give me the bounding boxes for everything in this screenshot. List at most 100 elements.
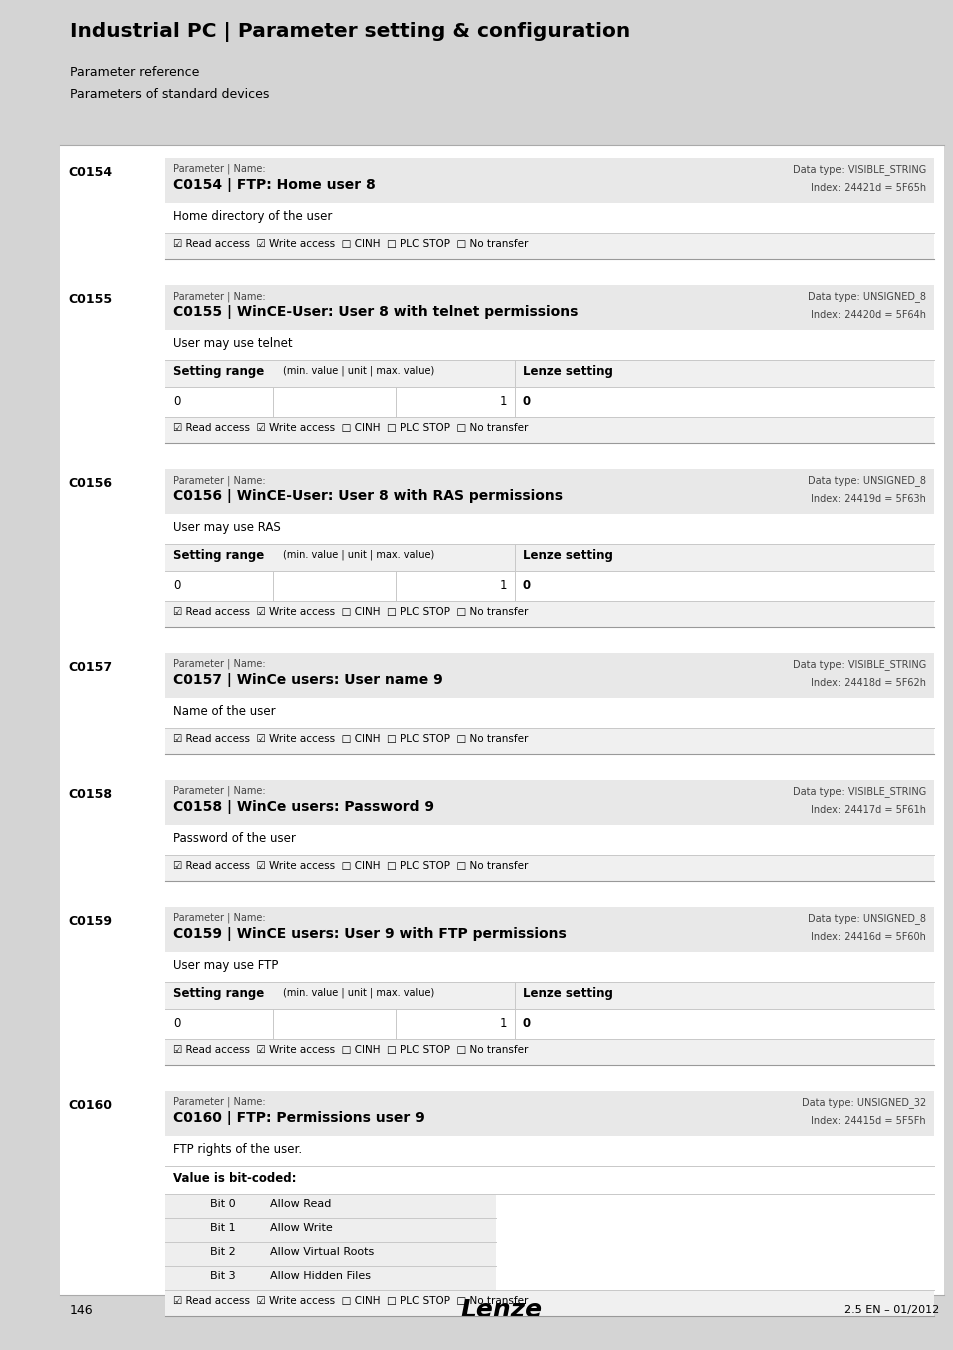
- Text: Lenze: Lenze: [460, 1297, 542, 1322]
- Bar: [165, 202, 933, 234]
- Bar: [165, 1193, 496, 1218]
- Text: ☑ Read access  ☑ Write access  □ CINH  □ PLC STOP  □ No transfer: ☑ Read access ☑ Write access □ CINH □ PL…: [172, 423, 528, 433]
- Text: Data type: UNSIGNED_8: Data type: UNSIGNED_8: [807, 292, 925, 302]
- Text: Data type: UNSIGNED_8: Data type: UNSIGNED_8: [807, 475, 925, 486]
- Text: 1: 1: [498, 1017, 506, 1030]
- Text: Parameter | Name:: Parameter | Name:: [172, 659, 265, 670]
- Text: Parameter | Name:: Parameter | Name:: [172, 913, 265, 923]
- Bar: [165, 158, 933, 202]
- Text: Index: 24419d = 5F63h: Index: 24419d = 5F63h: [810, 494, 925, 504]
- Text: Name of the user: Name of the user: [172, 705, 275, 718]
- Text: 1: 1: [498, 396, 506, 408]
- Text: ☑ Read access  ☑ Write access  □ CINH  □ PLC STOP  □ No transfer: ☑ Read access ☑ Write access □ CINH □ PL…: [172, 239, 528, 248]
- Text: Lenze setting: Lenze setting: [522, 549, 612, 562]
- Text: 146: 146: [70, 1304, 93, 1316]
- Text: C0156: C0156: [68, 477, 112, 490]
- Text: Index: 24421d = 5F65h: Index: 24421d = 5F65h: [810, 184, 925, 193]
- Text: ☑ Read access  ☑ Write access  □ CINH  □ PLC STOP  □ No transfer: ☑ Read access ☑ Write access □ CINH □ PL…: [172, 861, 528, 871]
- Text: Value is bit-coded:: Value is bit-coded:: [172, 1172, 296, 1185]
- Bar: [165, 728, 933, 755]
- Bar: [165, 855, 933, 882]
- Bar: [165, 952, 933, 981]
- Bar: [60, 90, 943, 1295]
- Bar: [165, 514, 933, 544]
- Bar: [165, 698, 933, 728]
- Text: 0: 0: [522, 1017, 531, 1030]
- Text: Setting range: Setting range: [172, 364, 264, 378]
- Text: Setting range: Setting range: [172, 549, 264, 562]
- Text: C0160 | FTP: Permissions user 9: C0160 | FTP: Permissions user 9: [172, 1111, 424, 1125]
- Text: (min. value | unit | max. value): (min. value | unit | max. value): [283, 549, 434, 560]
- Text: C0156 | WinCE-User: User 8 with RAS permissions: C0156 | WinCE-User: User 8 with RAS perm…: [172, 489, 562, 504]
- Bar: [165, 1166, 933, 1193]
- Text: C0155: C0155: [68, 293, 112, 306]
- Text: Index: 24415d = 5F5Fh: Index: 24415d = 5F5Fh: [810, 1116, 925, 1126]
- Bar: [165, 329, 933, 360]
- Bar: [165, 1008, 933, 1040]
- Bar: [165, 825, 933, 855]
- Text: Data type: UNSIGNED_32: Data type: UNSIGNED_32: [801, 1098, 925, 1108]
- Text: Parameter | Name:: Parameter | Name:: [172, 292, 265, 301]
- Bar: [165, 234, 933, 259]
- Text: Data type: VISIBLE_STRING: Data type: VISIBLE_STRING: [792, 659, 925, 670]
- Text: 2.5 EN – 01/2012: 2.5 EN – 01/2012: [842, 1305, 938, 1315]
- Text: 0: 0: [172, 396, 180, 408]
- Bar: [165, 285, 933, 329]
- Bar: [165, 601, 933, 626]
- Text: Lenze setting: Lenze setting: [522, 364, 612, 378]
- Text: Parameter | Name:: Parameter | Name:: [172, 475, 265, 486]
- Text: Allow Read: Allow Read: [270, 1199, 331, 1210]
- Text: C0159 | WinCE users: User 9 with FTP permissions: C0159 | WinCE users: User 9 with FTP per…: [172, 927, 566, 941]
- Text: 0: 0: [522, 579, 531, 593]
- Text: Index: 24418d = 5F62h: Index: 24418d = 5F62h: [810, 678, 925, 688]
- Text: Lenze setting: Lenze setting: [522, 987, 612, 1000]
- Text: User may use FTP: User may use FTP: [172, 958, 278, 972]
- Text: Parameters of standard devices: Parameters of standard devices: [70, 89, 269, 101]
- Bar: [165, 907, 933, 952]
- Bar: [165, 981, 933, 1008]
- Text: Index: 24416d = 5F60h: Index: 24416d = 5F60h: [810, 931, 925, 942]
- Text: User may use RAS: User may use RAS: [172, 521, 280, 535]
- Bar: [165, 1091, 933, 1135]
- Text: C0154: C0154: [68, 166, 112, 180]
- Text: Data type: UNSIGNED_8: Data type: UNSIGNED_8: [807, 913, 925, 923]
- Text: C0157 | WinCe users: User name 9: C0157 | WinCe users: User name 9: [172, 674, 442, 687]
- Text: Data type: VISIBLE_STRING: Data type: VISIBLE_STRING: [792, 163, 925, 176]
- Text: C0158: C0158: [68, 788, 112, 801]
- Text: C0155 | WinCE-User: User 8 with telnet permissions: C0155 | WinCE-User: User 8 with telnet p…: [172, 305, 578, 319]
- Bar: [165, 1266, 496, 1291]
- Bar: [165, 468, 933, 514]
- Text: 0: 0: [172, 579, 180, 593]
- Bar: [165, 544, 933, 571]
- Bar: [165, 1242, 496, 1266]
- Text: Index: 24420d = 5F64h: Index: 24420d = 5F64h: [810, 310, 925, 320]
- Text: Bit 0: Bit 0: [210, 1199, 235, 1210]
- Text: (min. value | unit | max. value): (min. value | unit | max. value): [283, 988, 434, 999]
- Text: Password of the user: Password of the user: [172, 832, 295, 845]
- Text: Allow Virtual Roots: Allow Virtual Roots: [270, 1247, 374, 1257]
- Text: (min. value | unit | max. value): (min. value | unit | max. value): [283, 366, 434, 377]
- Text: Bit 3: Bit 3: [210, 1270, 235, 1281]
- Bar: [165, 1135, 933, 1166]
- Text: 1: 1: [498, 579, 506, 593]
- Bar: [165, 1218, 496, 1242]
- Text: FTP rights of the user.: FTP rights of the user.: [172, 1143, 302, 1156]
- Text: ☑ Read access  ☑ Write access  □ CINH  □ PLC STOP  □ No transfer: ☑ Read access ☑ Write access □ CINH □ PL…: [172, 734, 528, 744]
- Text: ☑ Read access  ☑ Write access  □ CINH  □ PLC STOP  □ No transfer: ☑ Read access ☑ Write access □ CINH □ PL…: [172, 1045, 528, 1054]
- Text: Index: 24417d = 5F61h: Index: 24417d = 5F61h: [810, 805, 925, 815]
- Text: 0: 0: [522, 396, 531, 408]
- Text: Bit 2: Bit 2: [210, 1247, 235, 1257]
- Text: Data type: VISIBLE_STRING: Data type: VISIBLE_STRING: [792, 786, 925, 796]
- Bar: [165, 387, 933, 417]
- Text: Home directory of the user: Home directory of the user: [172, 211, 332, 223]
- Text: ☑ Read access  ☑ Write access  □ CINH  □ PLC STOP  □ No transfer: ☑ Read access ☑ Write access □ CINH □ PL…: [172, 1296, 528, 1305]
- Text: ☑ Read access  ☑ Write access  □ CINH  □ PLC STOP  □ No transfer: ☑ Read access ☑ Write access □ CINH □ PL…: [172, 608, 528, 617]
- Bar: [165, 417, 933, 443]
- Text: C0159: C0159: [68, 915, 112, 927]
- Bar: [165, 653, 933, 698]
- Text: C0158 | WinCe users: Password 9: C0158 | WinCe users: Password 9: [172, 801, 434, 814]
- Text: Parameter reference: Parameter reference: [70, 66, 199, 78]
- Text: C0154 | FTP: Home user 8: C0154 | FTP: Home user 8: [172, 178, 375, 192]
- Text: Parameter | Name:: Parameter | Name:: [172, 1098, 265, 1107]
- Bar: [165, 571, 933, 601]
